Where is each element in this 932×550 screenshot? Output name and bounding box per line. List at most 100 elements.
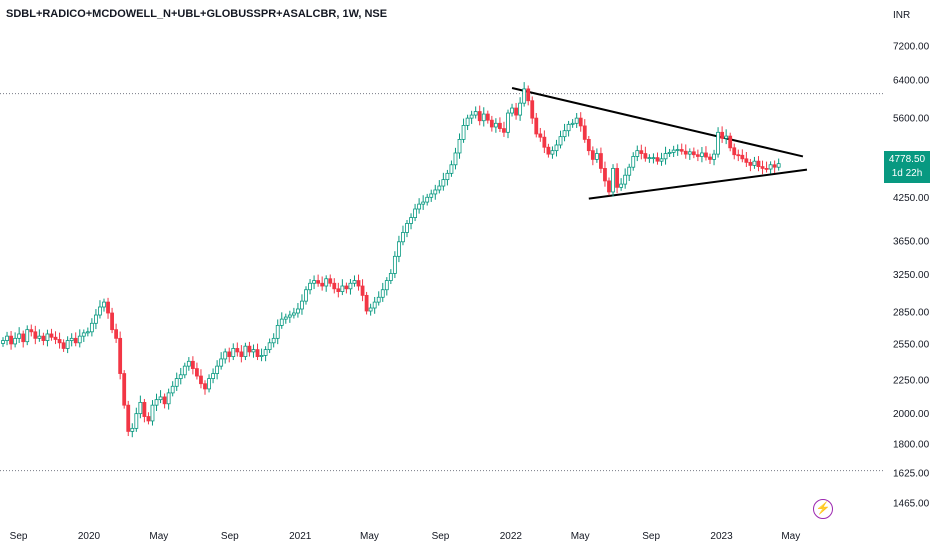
currency-label: INR [893, 10, 910, 21]
candle-body [740, 154, 745, 160]
candle-body [417, 203, 422, 210]
candle-body [9, 335, 13, 345]
candle-body [283, 316, 288, 320]
candle-body [41, 335, 46, 341]
candle-body [146, 416, 151, 422]
candle-body [162, 396, 167, 405]
bar-countdown: 1d 22h [891, 168, 923, 179]
x-tick-label: May [571, 531, 590, 542]
candle-body [502, 128, 506, 133]
candle-body [663, 153, 668, 160]
x-tick-label: Sep [10, 531, 28, 542]
last-price-tag: 4778.50 1d 22h [884, 151, 930, 183]
candle-body [243, 345, 248, 357]
x-tick-label: 2021 [289, 531, 312, 542]
candle-body [413, 208, 417, 218]
y-tick-label: 7200.00 [893, 42, 930, 53]
candle-body [526, 88, 531, 102]
candle-body [461, 124, 466, 140]
candle-body [110, 312, 114, 331]
candle-body [190, 360, 195, 369]
candle-body [275, 324, 280, 339]
candlesticks [1, 82, 781, 438]
candle-body [764, 168, 769, 170]
candle-body [590, 150, 595, 160]
candle-body [421, 201, 426, 205]
candle-body [219, 358, 224, 367]
lightning-icon[interactable]: ⚡ [813, 499, 833, 519]
candle-body [586, 139, 591, 152]
candle-body [724, 135, 729, 139]
candle-body [372, 301, 377, 309]
candle-body [312, 280, 316, 284]
candle-body [65, 340, 70, 349]
candle-body [13, 337, 18, 345]
candle-body [130, 427, 135, 432]
candle-body [687, 151, 692, 155]
candle-body [166, 392, 171, 405]
candle-body [445, 172, 450, 181]
candle-body [760, 166, 765, 169]
candle-body [25, 329, 30, 343]
candle-body [643, 153, 648, 159]
candle-body [534, 117, 539, 135]
candle-body [679, 149, 684, 152]
candle-body [627, 166, 632, 176]
candle-body [356, 280, 361, 287]
candle-body [720, 131, 725, 139]
candle-body [247, 345, 252, 353]
x-tick-label: Sep [432, 531, 450, 542]
candle-body [227, 351, 232, 357]
x-tick-label: May [360, 531, 379, 542]
y-tick-label: 4250.00 [893, 193, 930, 204]
candle-body [611, 168, 615, 193]
candle-body [21, 333, 26, 343]
candle-body [94, 314, 98, 324]
candle-body [683, 150, 688, 155]
candle-body [61, 342, 66, 349]
trendline [588, 168, 808, 200]
candle-body [635, 150, 640, 157]
candle-body [623, 174, 628, 185]
candle-body [453, 152, 458, 166]
candle-body [748, 161, 753, 166]
candle-body [106, 301, 110, 314]
candle-body [570, 122, 575, 125]
candle-body [336, 288, 341, 292]
candle-body [263, 349, 268, 356]
candle-body [716, 131, 720, 155]
candle-body [429, 193, 434, 198]
candle-body [441, 179, 446, 187]
candle-body [732, 147, 737, 156]
candle-body [316, 280, 321, 284]
candle-body [300, 300, 304, 310]
candle-body [102, 301, 106, 308]
candle-body [239, 351, 244, 357]
candle-body [493, 122, 498, 128]
candle-body [304, 289, 308, 302]
candle-body [594, 153, 599, 160]
candle-body [170, 385, 175, 394]
candle-body [122, 373, 127, 406]
candle-body [114, 329, 119, 339]
candle-body [485, 113, 490, 121]
y-tick-label: 1465.00 [893, 499, 930, 510]
candle-body [207, 378, 211, 390]
candle-body [514, 107, 518, 116]
candle-body [178, 374, 183, 379]
candle-body [498, 122, 502, 129]
candle-body [631, 156, 636, 168]
candle-body [320, 282, 325, 287]
candle-body [776, 163, 781, 168]
candle-body [397, 241, 401, 257]
symbol-title: SDBL+RADICO+MCDOWELL_N+UBL+GLOBUSSPR+ASA… [6, 8, 388, 20]
candle-body [607, 180, 611, 193]
candle-body [29, 329, 34, 333]
candle-body [211, 373, 215, 379]
candle-body [392, 255, 397, 274]
candle-body [203, 383, 207, 390]
candle-body [401, 232, 405, 243]
candle-body [752, 160, 757, 166]
candle-body [53, 336, 58, 340]
